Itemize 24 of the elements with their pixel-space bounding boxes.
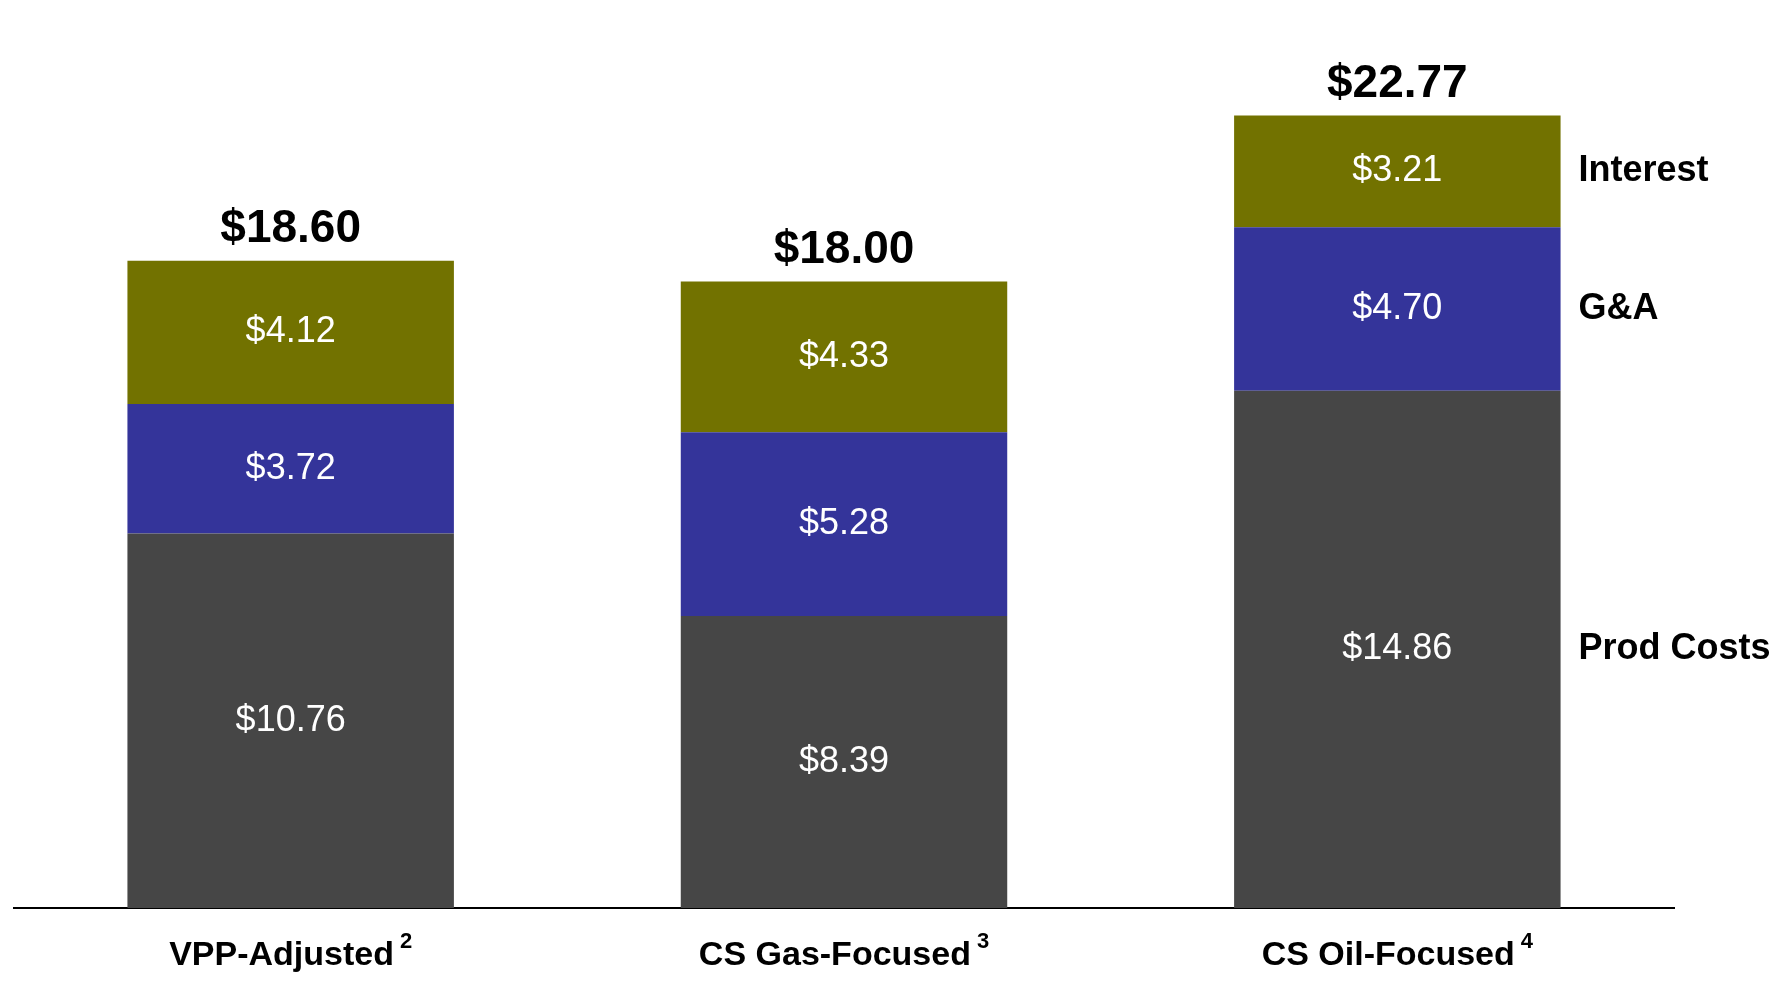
bar (1234, 390, 1561, 908)
bar (1234, 115, 1561, 228)
series-label: Interest (1578, 148, 1709, 190)
data-label: $3.21 (1352, 148, 1443, 190)
bar (127, 404, 454, 534)
bar (680, 432, 1008, 617)
data-label: $14.86 (1342, 626, 1453, 668)
data-label: $5.28 (798, 501, 890, 543)
data-label: $8.39 (798, 738, 890, 780)
bar (1234, 227, 1561, 391)
bar (680, 281, 1008, 433)
data-label: $4.70 (1352, 286, 1443, 328)
data-label: $3.72 (245, 445, 336, 487)
total-label: $18.60 (220, 200, 362, 253)
total-label: $18.00 (773, 221, 915, 274)
data-label: $10.76 (235, 697, 346, 739)
data-label: $4.33 (798, 333, 890, 375)
bar (127, 260, 454, 405)
total-label: $22.77 (1326, 55, 1468, 108)
bar (680, 616, 1008, 908)
series-label: Prod Costs (1578, 626, 1771, 668)
data-label: $4.12 (245, 309, 336, 351)
series-label: G&A (1578, 286, 1659, 328)
bar (127, 533, 454, 908)
